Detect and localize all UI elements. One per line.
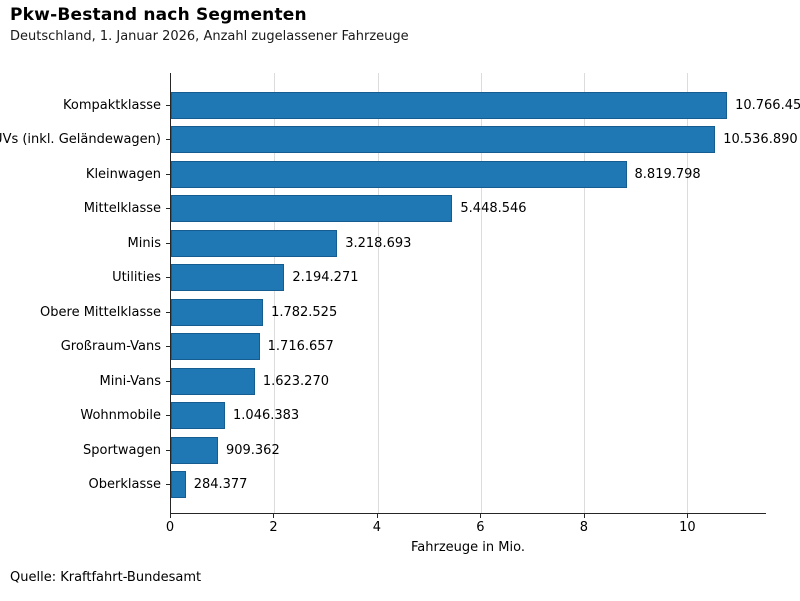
x-tick-label: 10: [679, 520, 696, 535]
x-tick-label: 4: [372, 520, 382, 535]
value-label: 3.218.693: [345, 235, 412, 251]
bar: [171, 333, 260, 361]
gridline-x10: [687, 73, 689, 513]
category-label: Kleinwagen: [85, 166, 161, 182]
bar: [171, 126, 716, 154]
gridline-x6: [480, 73, 482, 513]
x-tick-label: 0: [165, 520, 175, 535]
value-label: 10.536.890: [723, 132, 798, 148]
bar: [171, 195, 453, 223]
x-tick-mark: [687, 514, 689, 518]
bar-row: Mittelklasse 5.448.546: [84, 192, 766, 227]
y-tick-mark: [166, 139, 170, 141]
x-tick-label: 2: [269, 520, 278, 535]
y-tick-mark: [166, 415, 170, 417]
bar-row: Großraum-Vans 1.716.657: [61, 330, 766, 365]
value-label: 5.448.546: [460, 201, 527, 217]
bar-row: Utilities 2.194.271: [112, 261, 766, 296]
gridlines: [171, 73, 766, 513]
value-label: 1.782.525: [271, 304, 338, 320]
bar-row: Minis 3.218.693: [128, 226, 766, 261]
bar-row: SUVs (inkl. Geländewagen) 10.536.890: [0, 123, 798, 158]
y-tick-mark: [166, 104, 170, 106]
value-label: 284.377: [193, 477, 248, 493]
y-tick-mark: [166, 449, 170, 451]
bar-row: Kleinwagen 8.819.798: [86, 157, 766, 192]
category-label: Wohnmobile: [80, 408, 161, 424]
gridline-x4: [377, 73, 379, 513]
category-label: Minis: [127, 235, 161, 251]
y-tick-mark: [166, 484, 170, 486]
x-tick-label: 8: [579, 520, 589, 535]
bar-row: Obere Mittelklasse 1.782.525: [40, 295, 766, 330]
bar: [171, 298, 264, 326]
bar: [171, 264, 285, 292]
category-label: Oberklasse: [88, 477, 161, 493]
bar: [171, 471, 186, 499]
category-label: Mittelklasse: [83, 201, 161, 217]
bar: [171, 367, 255, 395]
x-tick-mark: [583, 514, 585, 518]
bar: [171, 229, 338, 257]
category-label: Großraum-Vans: [60, 339, 161, 355]
value-label: 8.819.798: [634, 166, 701, 182]
bar-row: Wohnmobile 1.046.383: [80, 399, 766, 434]
y-tick-mark: [166, 346, 170, 348]
bar-rows: Kompaktklasse 10.766.456 SUVs (inkl. Gelän…: [0, 73, 800, 513]
x-axis: 0 2 4 6 8 10: [166, 514, 766, 540]
y-tick-mark: [166, 208, 170, 210]
y-tick-mark: [166, 311, 170, 313]
source-note: Quelle: Kraftfahrt-Bundesamt: [10, 570, 202, 585]
category-label: SUVs (inkl. Geländewagen): [0, 132, 161, 148]
value-label: 1.623.270: [262, 373, 329, 389]
value-label: 1.716.657: [267, 339, 334, 355]
plot-area: Kompaktklasse 10.766.456 SUVs (inkl. Gelän…: [0, 73, 800, 514]
bar: [171, 91, 728, 119]
x-tick-mark: [376, 514, 378, 518]
y-tick-mark: [166, 242, 170, 244]
x-tick-mark: [273, 514, 275, 518]
category-label: Obere Mittelklasse: [40, 304, 161, 320]
value-label: 1.046.383: [233, 408, 300, 424]
category-label: Utilities: [112, 270, 161, 286]
y-tick-mark: [166, 380, 170, 382]
category-label: Sportwagen: [83, 442, 161, 458]
value-label: 909.362: [225, 442, 280, 458]
page-title: Pkw-Bestand nach Segmenten: [10, 5, 307, 25]
x-tick-label: 6: [476, 520, 485, 535]
x-axis-label: Fahrzeuge in Mio.: [411, 540, 525, 555]
value-label: 10.766.456: [735, 97, 800, 113]
bar-row: Mini-Vans 1.623.270: [100, 364, 766, 399]
value-label: 2.194.271: [292, 270, 359, 286]
x-tick-mark: [170, 514, 171, 518]
gridline-x8: [584, 73, 586, 513]
bar-row: Kompaktklasse 10.766.456: [63, 88, 800, 123]
bar: [171, 436, 218, 464]
gridline-x2: [274, 73, 276, 513]
bar: [171, 160, 627, 188]
bar: [171, 402, 226, 430]
y-tick-mark: [166, 173, 170, 175]
y-tick-mark: [166, 277, 170, 279]
category-label: Kompaktklasse: [63, 97, 161, 113]
bar-row: Oberklasse 284.377: [89, 468, 766, 503]
x-tick-mark: [480, 514, 482, 518]
category-label: Mini-Vans: [99, 373, 161, 389]
chart-subtitle: Deutschland, 1. Januar 2026, Anzahl zuge…: [10, 29, 409, 44]
bar-row: Sportwagen 909.362: [83, 433, 766, 468]
